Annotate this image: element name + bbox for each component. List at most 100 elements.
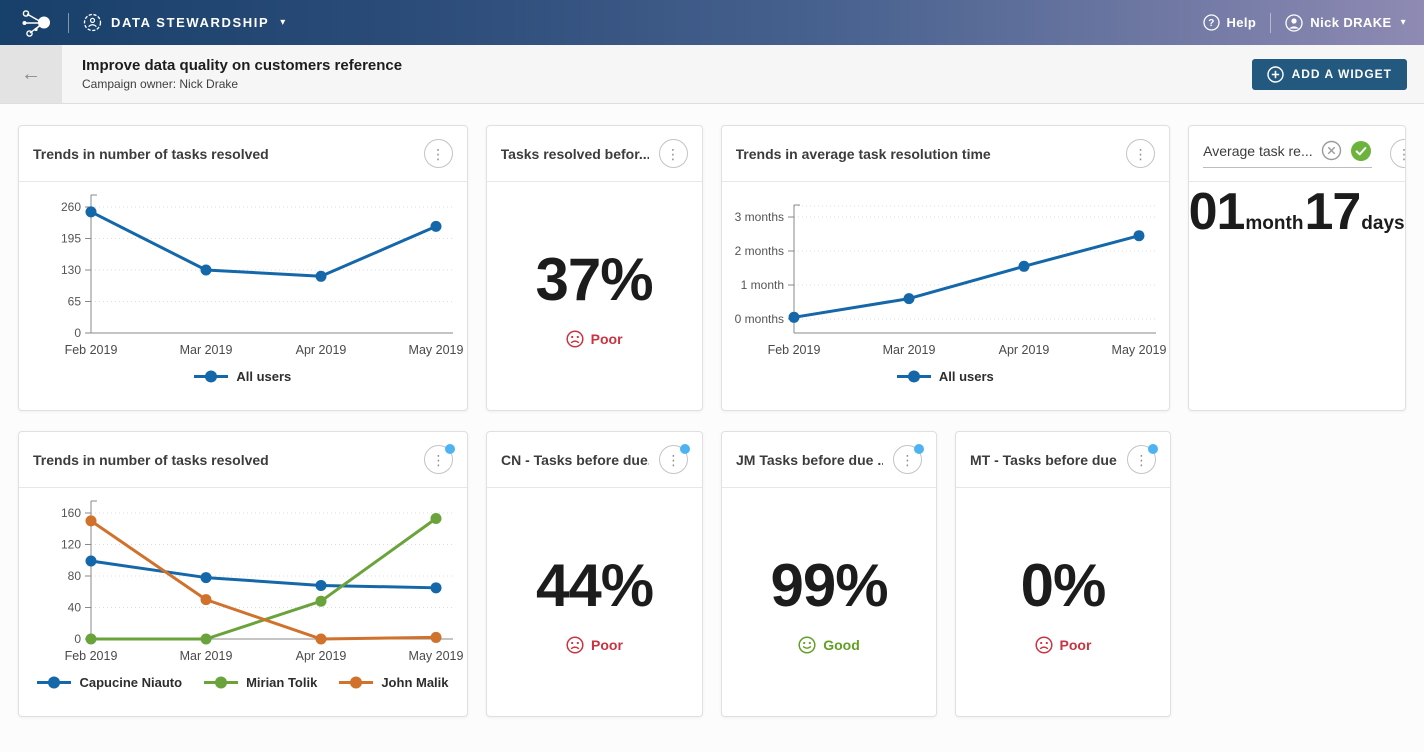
svg-text:Mar 2019: Mar 2019 bbox=[180, 649, 233, 663]
notification-dot bbox=[1148, 444, 1158, 454]
back-arrow-icon: ← bbox=[21, 62, 41, 85]
legend-label: All users bbox=[236, 369, 292, 384]
plus-circle-icon bbox=[1266, 65, 1284, 83]
app-switcher-menu[interactable]: DATA STEWARDSHIP ▾ bbox=[83, 13, 285, 32]
notification-dot bbox=[445, 444, 455, 454]
svg-text:195: 195 bbox=[61, 232, 81, 246]
add-widget-button[interactable]: ADD A WIDGET bbox=[1251, 58, 1407, 90]
legend-item[interactable]: Mirian Tolik bbox=[204, 675, 317, 690]
legend-label: John Malik bbox=[381, 675, 449, 690]
sad-face-icon bbox=[1034, 635, 1053, 654]
rating-label: Poor bbox=[1059, 636, 1092, 653]
user-menu[interactable]: Nick DRAKE ▾ bbox=[1285, 13, 1406, 32]
widget-menu-button[interactable]: ⋮ bbox=[423, 139, 453, 168]
widget-title: CN - Tasks before due... bbox=[501, 451, 649, 468]
widget-trends-tasks-resolved: Trends in number of tasks resolved ⋮ 0 65… bbox=[18, 125, 468, 411]
widget-menu-button[interactable]: ⋮ bbox=[658, 139, 688, 168]
cancel-edit-icon[interactable] bbox=[1321, 140, 1342, 161]
svg-text:120: 120 bbox=[61, 538, 81, 552]
svg-text:40: 40 bbox=[68, 601, 82, 615]
widget-title: Trends in number of tasks resolved bbox=[33, 451, 269, 468]
dashboard-grid: Trends in number of tasks resolved ⋮ 0 65… bbox=[0, 104, 1424, 752]
widget-title-input[interactable]: Average task re... bbox=[1203, 140, 1372, 168]
kebab-icon: ⋮ bbox=[666, 451, 681, 468]
svg-text:65: 65 bbox=[68, 295, 82, 309]
series-point bbox=[903, 293, 914, 305]
svg-text:Feb 2019: Feb 2019 bbox=[767, 343, 820, 357]
help-label: Help bbox=[1226, 15, 1257, 30]
steward-app-icon bbox=[83, 13, 102, 32]
series-point bbox=[85, 206, 97, 218]
widget-menu-button[interactable]: ⋮ bbox=[424, 444, 455, 474]
kebab-icon: ⋮ bbox=[666, 145, 680, 162]
widget-menu-button[interactable]: ⋮ bbox=[1127, 444, 1158, 474]
series-point bbox=[200, 264, 212, 276]
smiley-face-icon bbox=[798, 635, 816, 654]
duration-value: 01 month 17 days bbox=[1188, 183, 1405, 241]
widget-tasks-resolved-before-due: Tasks resolved befor... ⋮ 37% Poor bbox=[485, 125, 703, 411]
widget-title: Trends in average task resolution time bbox=[735, 145, 991, 162]
svg-text:?: ? bbox=[1208, 18, 1215, 29]
chevron-down-icon: ▾ bbox=[1400, 17, 1406, 28]
svg-text:130: 130 bbox=[61, 263, 81, 277]
series-point bbox=[1133, 230, 1144, 242]
kpi-value: 99% bbox=[770, 551, 888, 619]
kebab-icon: ⋮ bbox=[1134, 451, 1149, 468]
chart-plot: 0 65 130 195 260 Feb 2019 Mar 2019 Apr 2019 May … bbox=[61, 194, 463, 357]
series-point bbox=[200, 594, 212, 606]
series-point bbox=[430, 220, 442, 232]
back-button[interactable]: ← bbox=[0, 45, 62, 103]
kpi-value: 37% bbox=[535, 245, 654, 313]
kpi-value: 0% bbox=[1020, 551, 1107, 619]
widget-menu-button[interactable]: ⋮ bbox=[1126, 139, 1156, 168]
legend-item[interactable]: Capucine Niauto bbox=[37, 675, 182, 690]
confirm-edit-icon[interactable] bbox=[1350, 140, 1372, 162]
svg-text:Mar 2019: Mar 2019 bbox=[882, 343, 935, 357]
rating-label: Good bbox=[823, 636, 860, 653]
legend-item[interactable]: John Malik bbox=[339, 675, 449, 690]
widget-menu-button[interactable]: ⋮ bbox=[659, 444, 690, 474]
legend-label: Mirian Tolik bbox=[246, 675, 318, 690]
widget-title: Trends in number of tasks resolved bbox=[33, 145, 269, 162]
svg-text:0: 0 bbox=[74, 326, 81, 340]
svg-text:160: 160 bbox=[61, 506, 81, 520]
svg-text:3 months: 3 months bbox=[734, 210, 783, 224]
legend-marker bbox=[204, 676, 239, 689]
svg-text:260: 260 bbox=[61, 200, 81, 214]
sad-face-icon bbox=[566, 635, 584, 654]
legend-item[interactable]: All users bbox=[194, 369, 291, 384]
series-point bbox=[430, 631, 442, 643]
series-point bbox=[85, 633, 97, 645]
help-icon: ? bbox=[1202, 14, 1220, 31]
help-menu[interactable]: ? Help bbox=[1202, 14, 1257, 31]
legend-marker bbox=[896, 370, 931, 383]
user-avatar-icon bbox=[1285, 13, 1303, 32]
widget-title: MT - Tasks before due... bbox=[970, 451, 1117, 468]
kpi-rating: Poor bbox=[566, 635, 623, 654]
widget-jm-tasks-before-due: JM Tasks before due ... ⋮ 99% Good bbox=[721, 431, 937, 717]
rating-label: Poor bbox=[590, 330, 623, 347]
widget-menu-button[interactable]: ⋮ bbox=[893, 444, 924, 474]
notification-dot bbox=[914, 444, 924, 454]
talend-logo-icon[interactable] bbox=[18, 8, 54, 38]
widget-menu-button[interactable]: ⋮ bbox=[1389, 139, 1406, 168]
svg-text:May 2019: May 2019 bbox=[409, 649, 464, 663]
topbar-divider bbox=[68, 12, 69, 33]
topbar-divider bbox=[1270, 12, 1272, 33]
kebab-icon: ⋮ bbox=[1397, 147, 1405, 161]
series-point bbox=[315, 595, 327, 607]
svg-text:Feb 2019: Feb 2019 bbox=[65, 343, 118, 357]
svg-text:Apr 2019: Apr 2019 bbox=[296, 343, 347, 357]
svg-text:80: 80 bbox=[68, 569, 82, 583]
series-point bbox=[315, 579, 327, 591]
app-name: DATA STEWARDSHIP bbox=[111, 15, 270, 30]
series-point bbox=[788, 311, 799, 323]
svg-text:0: 0 bbox=[74, 632, 81, 646]
kebab-icon: ⋮ bbox=[900, 451, 915, 468]
kebab-icon: ⋮ bbox=[1133, 145, 1148, 162]
legend-marker bbox=[339, 676, 374, 689]
line-chart: 0 months 1 month 2 months 3 months Feb 2019 M… bbox=[722, 182, 1170, 410]
legend-item[interactable]: All users bbox=[896, 369, 994, 384]
line-chart: 0 40 80 120 160 Feb 2019 Mar 2019 Apr 2019 May 2… bbox=[19, 488, 467, 716]
svg-text:Apr 2019: Apr 2019 bbox=[296, 649, 347, 663]
